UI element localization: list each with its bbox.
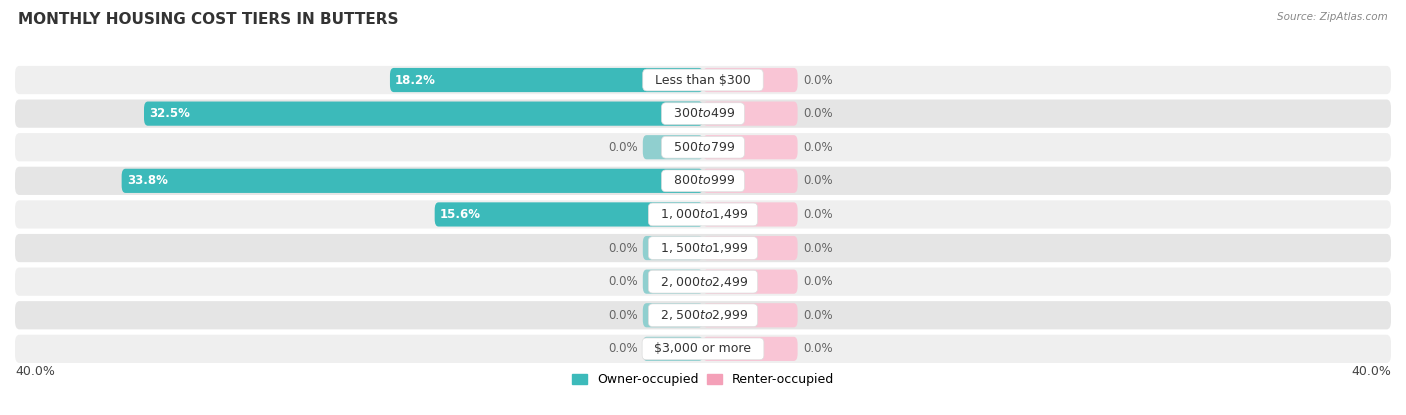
FancyBboxPatch shape — [389, 68, 703, 92]
FancyBboxPatch shape — [434, 203, 703, 227]
Text: 0.0%: 0.0% — [803, 107, 832, 120]
FancyBboxPatch shape — [143, 102, 703, 126]
FancyBboxPatch shape — [703, 303, 797, 327]
FancyBboxPatch shape — [703, 203, 797, 227]
Text: 32.5%: 32.5% — [149, 107, 190, 120]
FancyBboxPatch shape — [15, 268, 1391, 296]
FancyBboxPatch shape — [15, 133, 1391, 161]
Text: $300 to $499: $300 to $499 — [666, 107, 740, 120]
Text: 0.0%: 0.0% — [803, 242, 832, 254]
Text: 0.0%: 0.0% — [803, 342, 832, 355]
FancyBboxPatch shape — [703, 337, 797, 361]
FancyBboxPatch shape — [643, 303, 703, 327]
Text: $500 to $799: $500 to $799 — [666, 141, 740, 154]
FancyBboxPatch shape — [15, 301, 1391, 330]
Legend: Owner-occupied, Renter-occupied: Owner-occupied, Renter-occupied — [567, 369, 839, 391]
Text: 15.6%: 15.6% — [440, 208, 481, 221]
FancyBboxPatch shape — [122, 169, 703, 193]
FancyBboxPatch shape — [643, 135, 703, 159]
Text: Less than $300: Less than $300 — [647, 73, 759, 86]
FancyBboxPatch shape — [703, 68, 797, 92]
Text: $1,000 to $1,499: $1,000 to $1,499 — [652, 208, 754, 222]
Text: 0.0%: 0.0% — [607, 141, 638, 154]
Text: 0.0%: 0.0% — [803, 275, 832, 288]
Text: 40.0%: 40.0% — [1351, 365, 1391, 378]
Text: 0.0%: 0.0% — [803, 309, 832, 322]
Text: Source: ZipAtlas.com: Source: ZipAtlas.com — [1277, 12, 1388, 22]
FancyBboxPatch shape — [643, 337, 703, 361]
Text: $1,500 to $1,999: $1,500 to $1,999 — [652, 241, 754, 255]
Text: 0.0%: 0.0% — [607, 275, 638, 288]
Text: 0.0%: 0.0% — [803, 73, 832, 86]
FancyBboxPatch shape — [703, 270, 797, 294]
Text: MONTHLY HOUSING COST TIERS IN BUTTERS: MONTHLY HOUSING COST TIERS IN BUTTERS — [18, 12, 399, 27]
Text: 0.0%: 0.0% — [803, 141, 832, 154]
Text: 18.2%: 18.2% — [395, 73, 436, 86]
Text: $800 to $999: $800 to $999 — [666, 174, 740, 187]
Text: $3,000 or more: $3,000 or more — [647, 342, 759, 355]
Text: 0.0%: 0.0% — [607, 242, 638, 254]
FancyBboxPatch shape — [703, 102, 797, 126]
FancyBboxPatch shape — [15, 335, 1391, 363]
FancyBboxPatch shape — [703, 169, 797, 193]
Text: $2,000 to $2,499: $2,000 to $2,499 — [652, 275, 754, 289]
FancyBboxPatch shape — [643, 270, 703, 294]
Text: 0.0%: 0.0% — [607, 342, 638, 355]
FancyBboxPatch shape — [15, 100, 1391, 128]
FancyBboxPatch shape — [703, 236, 797, 260]
Text: 0.0%: 0.0% — [803, 208, 832, 221]
FancyBboxPatch shape — [703, 135, 797, 159]
FancyBboxPatch shape — [15, 200, 1391, 229]
Text: 40.0%: 40.0% — [15, 365, 55, 378]
Text: 0.0%: 0.0% — [803, 174, 832, 187]
FancyBboxPatch shape — [15, 234, 1391, 262]
FancyBboxPatch shape — [15, 167, 1391, 195]
FancyBboxPatch shape — [643, 236, 703, 260]
Text: $2,500 to $2,999: $2,500 to $2,999 — [652, 308, 754, 322]
Text: 0.0%: 0.0% — [607, 309, 638, 322]
FancyBboxPatch shape — [15, 66, 1391, 94]
Text: 33.8%: 33.8% — [127, 174, 167, 187]
